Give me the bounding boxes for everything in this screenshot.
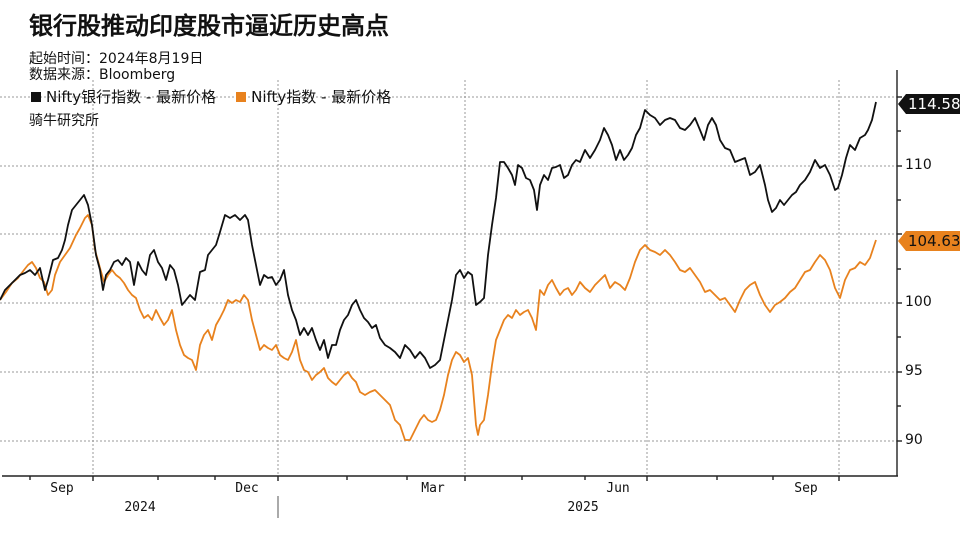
x-tick-dec-2024: Dec [235,481,259,496]
y-tick-110: 110 [905,157,932,173]
legend-item-bank[interactable]: Nifty银行指数 - 最新价格 [31,86,216,107]
start-date: 起始时间：2024年8月19日 [29,51,204,67]
legend-swatch-orange-icon [236,91,247,102]
legend-swatch-black-icon [31,91,41,102]
x-tick-sep-2025: Sep [794,481,818,496]
credit: 骑牛研究所 [29,113,99,129]
x-tick-jun-2025: Jun [606,481,630,496]
x-year-2024: 2024 [124,500,156,515]
nifty-index-line [0,214,877,441]
axes [2,70,902,481]
bank-last-value-tag: 114.58 [898,94,960,114]
y-tick-100: 100 [905,294,932,310]
legend-label-nifty: Nifty指数 - 最新价格 [251,88,392,106]
nifty-bank-index-line [0,101,877,369]
x-tick-mar-2025: Mar [421,481,445,496]
y-tick-95: 95 [905,363,923,379]
legend-item-nifty[interactable]: Nifty指数 - 最新价格 [236,86,391,107]
legend-label-bank: Nifty银行指数 - 最新价格 [46,88,217,106]
y-tick-90: 90 [905,432,923,448]
nifty-last-value-tag: 104.63 [898,231,960,251]
x-tick-sep-2024: Sep [50,481,74,496]
x-year-2025: 2025 [567,500,599,515]
chart-title: 银行股推动印度股市逼近历史高点 [29,12,389,40]
legend: Nifty银行指数 - 最新价格 Nifty指数 - 最新价格 [31,86,405,107]
data-source: 数据来源：Bloomberg [29,67,176,83]
